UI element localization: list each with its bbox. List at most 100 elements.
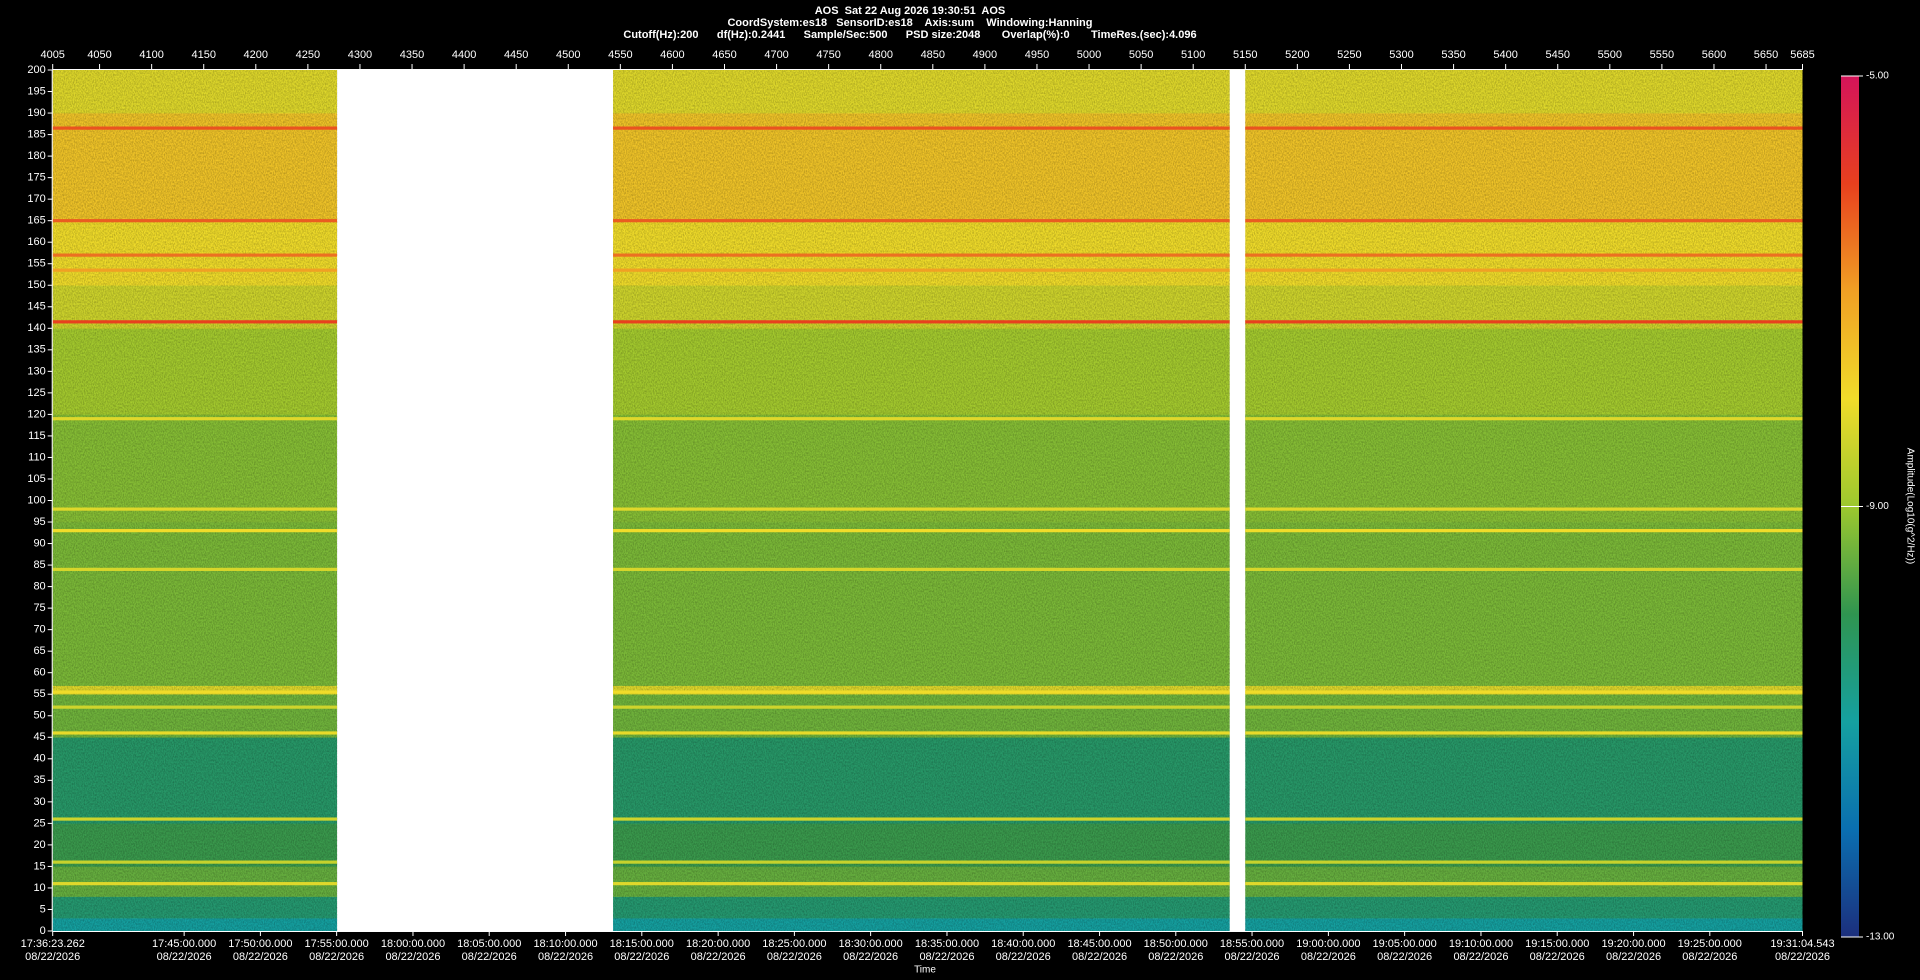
noise-texture (613, 70, 1230, 931)
x-tick-label: 5300 (1389, 49, 1413, 61)
x-tick-label: 4750 (816, 49, 840, 61)
colorbar-tick-label: -9.00 (1866, 501, 1889, 512)
tone-line (613, 219, 1230, 223)
y-tick-label: 95 (33, 516, 45, 528)
time-tick-date: 08/22/2026 (1377, 951, 1432, 963)
time-tick-date: 08/22/2026 (1775, 951, 1830, 963)
y-tick-label: 155 (27, 258, 45, 270)
tone-line (52, 320, 338, 324)
x-tick-label: 5350 (1441, 49, 1465, 61)
tone-line (1245, 320, 1803, 324)
x-tick-label: 5550 (1650, 49, 1674, 61)
time-tick-date: 08/22/2026 (1530, 951, 1585, 963)
tone-line (1245, 690, 1803, 694)
time-tick-date: 08/22/2026 (1072, 951, 1127, 963)
x-tick-label: 4600 (660, 49, 684, 61)
time-tick-label: 18:45:00.000 (1067, 938, 1131, 950)
tone-line (613, 529, 1230, 533)
x-tick-label: 5650 (1754, 49, 1778, 61)
tone-line (613, 253, 1230, 257)
tone-line (613, 567, 1230, 571)
time-tick-label: 19:20:00.000 (1601, 938, 1665, 950)
y-tick-label: 50 (33, 710, 45, 722)
x-tick-label: 4850 (921, 49, 945, 61)
time-tick-label: 18:20:00.000 (686, 938, 750, 950)
tone-line (1245, 268, 1803, 272)
time-tick-label: 17:36:23.262 (21, 938, 85, 950)
time-tick-date: 08/22/2026 (996, 951, 1051, 963)
y-tick-label: 190 (27, 107, 45, 119)
x-tick-label: 4350 (400, 49, 424, 61)
tone-line (52, 126, 338, 130)
chart-title: AOS Sat 22 Aug 2026 19:30:51 AOS (815, 5, 1006, 17)
tone-line (613, 320, 1230, 324)
time-tick-label: 18:30:00.000 (839, 938, 903, 950)
tone-line (52, 705, 338, 709)
tone-line (52, 268, 338, 272)
tone-line (1245, 860, 1803, 864)
time-tick-label: 17:45:00.000 (152, 938, 216, 950)
y-tick-label: 35 (33, 774, 45, 786)
time-tick-label: 18:55:00.000 (1220, 938, 1284, 950)
y-tick-label: 175 (27, 172, 45, 184)
y-tick-label: 90 (33, 537, 45, 549)
time-tick-date: 08/22/2026 (462, 951, 517, 963)
time-tick-date: 08/22/2026 (767, 951, 822, 963)
x-tick-label: 5050 (1129, 49, 1153, 61)
y-tick-label: 5 (40, 903, 46, 915)
y-tick-label: 130 (27, 365, 45, 377)
time-tick-label: 18:25:00.000 (762, 938, 826, 950)
tone-line (1245, 705, 1803, 709)
time-tick-label: 18:35:00.000 (915, 938, 979, 950)
y-tick-label: 165 (27, 215, 45, 227)
colorbar-tick-label: -13.00 (1866, 932, 1895, 943)
tone-line (1245, 529, 1803, 533)
tone-line (613, 507, 1230, 511)
x-tick-label: 5200 (1285, 49, 1309, 61)
y-tick-label: 10 (33, 882, 45, 894)
tone-line (1245, 817, 1803, 821)
time-tick-date: 08/22/2026 (385, 951, 440, 963)
y-tick-label: 105 (27, 473, 45, 485)
time-tick-label: 18:40:00.000 (991, 938, 1055, 950)
y-tick-label: 200 (27, 64, 45, 76)
time-tick-date: 08/22/2026 (1606, 951, 1661, 963)
x-tick-label: 4050 (87, 49, 111, 61)
time-tick-date: 08/22/2026 (538, 951, 593, 963)
tone-line (52, 690, 338, 694)
x-tick-label: 5500 (1598, 49, 1622, 61)
time-tick-label: 18:10:00.000 (533, 938, 597, 950)
y-tick-label: 25 (33, 817, 45, 829)
y-tick-label: 85 (33, 559, 45, 571)
tone-line (613, 126, 1230, 130)
x-tick-label: 4150 (191, 49, 215, 61)
time-tick-label: 19:15:00.000 (1525, 938, 1589, 950)
x-tick-label: 4100 (139, 49, 163, 61)
y-tick-label: 65 (33, 645, 45, 657)
time-tick-label: 19:31:04.543 (1770, 938, 1834, 950)
y-tick-label: 160 (27, 236, 45, 248)
time-tick-date: 08/22/2026 (1148, 951, 1203, 963)
tone-line (1245, 507, 1803, 511)
tone-line (613, 860, 1230, 864)
tone-line (1245, 567, 1803, 571)
y-tick-label: 145 (27, 301, 45, 313)
x-tick-label: 4900 (973, 49, 997, 61)
x-tick-label: 4450 (504, 49, 528, 61)
time-tick-date: 08/22/2026 (919, 951, 974, 963)
x-tick-label: 4200 (244, 49, 268, 61)
tone-line (52, 219, 338, 223)
y-tick-label: 135 (27, 344, 45, 356)
tone-line (613, 417, 1230, 421)
tone-line (1245, 882, 1803, 886)
x-tick-label: 5000 (1077, 49, 1101, 61)
x-tick-label: 5400 (1493, 49, 1517, 61)
time-tick-label: 19:00:00.000 (1296, 938, 1360, 950)
time-tick-date: 08/22/2026 (1301, 951, 1356, 963)
y-tick-label: 45 (33, 731, 45, 743)
tone-line (52, 817, 338, 821)
y-tick-label: 80 (33, 581, 45, 593)
time-tick-label: 17:55:00.000 (305, 938, 369, 950)
